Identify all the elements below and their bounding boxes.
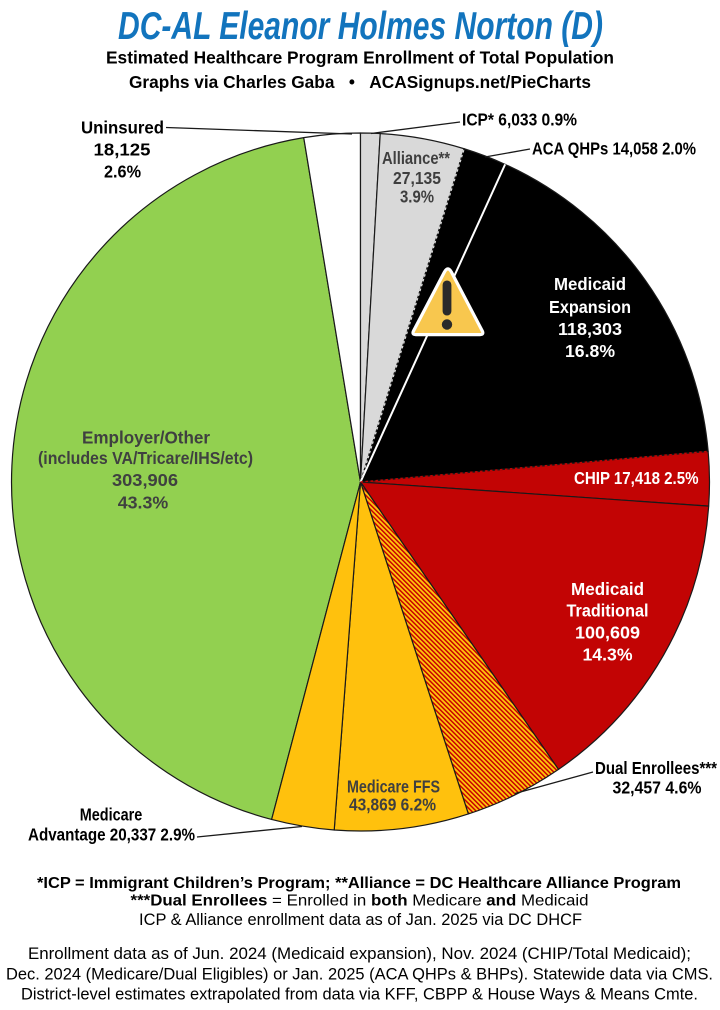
svg-text:Traditional: Traditional: [567, 601, 649, 621]
svg-text:43,869 6.2%: 43,869 6.2%: [349, 795, 436, 815]
svg-text:Dual Enrollees***: Dual Enrollees***: [595, 758, 717, 778]
svg-text:Advantage 20,337 2.9%: Advantage 20,337 2.9%: [28, 825, 195, 845]
svg-text:CHIP 17,418 2.5%: CHIP 17,418 2.5%: [574, 468, 699, 488]
svg-text:Medicaid: Medicaid: [571, 579, 644, 599]
svg-text:***Dual Enrollees = Enrolled i: ***Dual Enrollees = Enrolled in both Med…: [131, 893, 589, 910]
svg-text:Medicare FFS: Medicare FFS: [347, 777, 440, 797]
svg-text:ICP* 6,033 0.9%: ICP* 6,033 0.9%: [462, 110, 577, 130]
svg-text:(includes VA/Tricare/IHS/etc): (includes VA/Tricare/IHS/etc): [38, 448, 253, 468]
svg-text:Enrollment data as of Jun. 202: Enrollment data as of Jun. 2024 (Medicai…: [28, 945, 691, 963]
svg-text:Graphs via Charles Gaba •: Graphs via Charles Gaba • ACASignups.net…: [129, 72, 591, 92]
svg-text:18,125: 18,125: [94, 140, 151, 160]
svg-text:Alliance**: Alliance**: [382, 148, 450, 168]
svg-text:27,135: 27,135: [393, 168, 441, 188]
svg-text:2.6%: 2.6%: [104, 162, 141, 182]
svg-text:DC-AL Eleanor Holmes Norton (D: DC-AL Eleanor Holmes Norton (D): [118, 5, 603, 48]
svg-text:Employer/Other: Employer/Other: [82, 428, 210, 448]
svg-text:Dec. 2024 (Medicare/Dual Eligi: Dec. 2024 (Medicare/Dual Eligibles) or J…: [6, 966, 713, 984]
svg-text:Expansion: Expansion: [549, 297, 631, 317]
svg-text:Medicare: Medicare: [80, 805, 143, 825]
svg-text:Estimated Healthcare Program E: Estimated Healthcare Program Enrollment …: [106, 48, 614, 68]
svg-text:118,303: 118,303: [558, 319, 622, 339]
svg-text:Medicaid: Medicaid: [554, 274, 626, 294]
svg-text:100,609: 100,609: [575, 623, 640, 643]
svg-text:*ICP = Immigrant Children’s Pr: *ICP = Immigrant Children’s Program; **A…: [37, 875, 681, 892]
svg-text:14.3%: 14.3%: [583, 645, 633, 665]
svg-text:303,906: 303,906: [112, 470, 178, 490]
svg-text:16.8%: 16.8%: [565, 341, 615, 361]
svg-text:ICP & Alliance enrollment data: ICP & Alliance enrollment data as of Jan…: [139, 911, 582, 929]
svg-text:32,457 4.6%: 32,457 4.6%: [613, 778, 702, 798]
svg-text:District-level estimates extra: District-level estimates extrapolated fr…: [21, 986, 698, 1004]
svg-text:Uninsured: Uninsured: [81, 118, 164, 138]
svg-text:43.3%: 43.3%: [118, 493, 169, 513]
svg-text:3.9%: 3.9%: [400, 187, 434, 207]
svg-text:ACA QHPs 14,058 2.0%: ACA QHPs 14,058 2.0%: [532, 139, 696, 159]
